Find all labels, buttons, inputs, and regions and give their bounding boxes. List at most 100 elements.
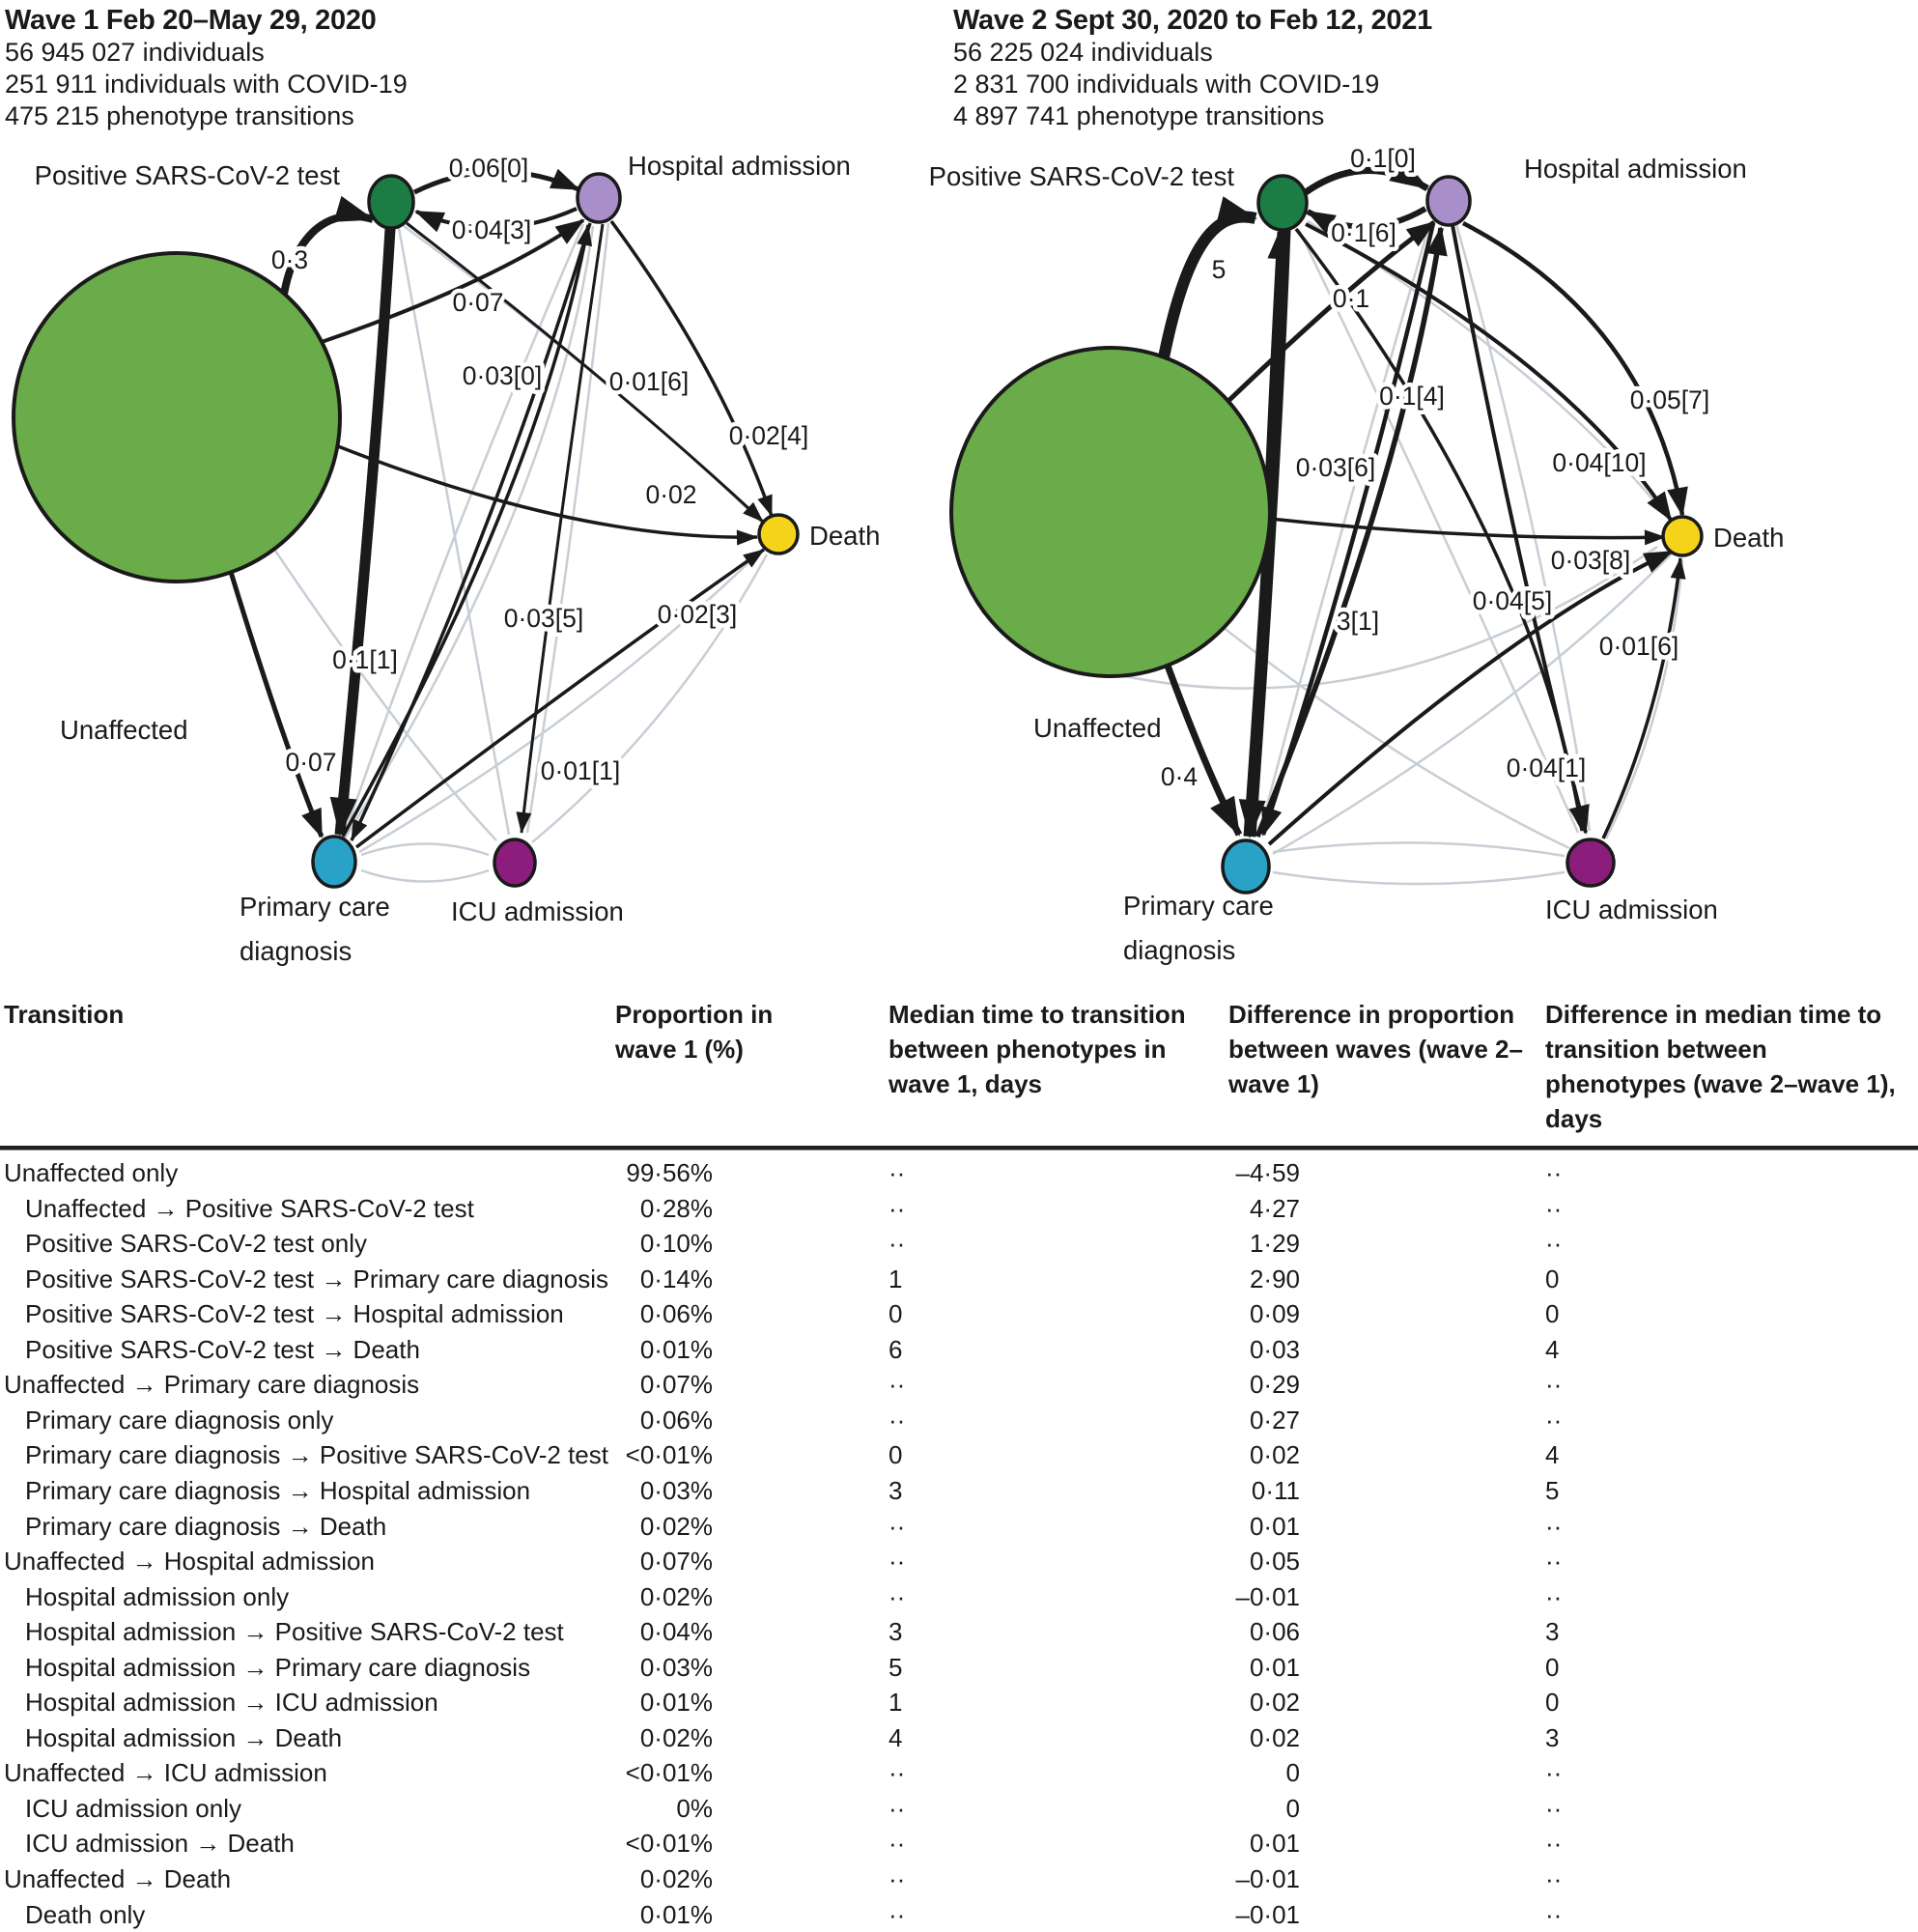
transition-edge <box>414 207 578 233</box>
node-positive-test <box>367 174 415 230</box>
edge-label: 3[1] <box>1337 607 1379 636</box>
value-proportion-wave1: 0·02% <box>639 1864 713 1893</box>
value-median-time-wave1: ·· <box>888 1829 906 1859</box>
transition-edge <box>360 868 490 883</box>
col-header-proportion-wave1: Proportion in wave 1 (%) <box>615 1000 774 1064</box>
wave1-header: Wave 1 Feb 20–May 29, 2020 56 945 027 in… <box>5 4 408 132</box>
wave1-covid-individuals: 251 911 individuals with COVID-19 <box>5 70 408 99</box>
transition-label: Hospital admission → Primary care diagno… <box>25 1652 531 1682</box>
value-diff-median-time: 0 <box>1545 1299 1560 1329</box>
edge-label: 0·03[0] <box>463 361 543 390</box>
table-row: Positive SARS-CoV-2 test only 0·10% ·· 1·29… <box>0 1226 1918 1262</box>
transition-edge <box>531 554 769 843</box>
transition-edge <box>360 842 490 857</box>
value-diff-proportion: 0·05 <box>1249 1547 1300 1577</box>
table-row: Hospital admission → Death 0·02% 4 0·02 3 <box>0 1720 1918 1756</box>
table-row: Unaffected → Death 0·02% ·· –0·01 ·· <box>0 1861 1918 1897</box>
table-row: ICU admission → Death <0·01% ·· 0·01 ·· <box>0 1826 1918 1861</box>
wave1-phenotype-transitions: 475 215 phenotype transitions <box>5 101 354 130</box>
value-diff-median-time: 3 <box>1545 1617 1560 1647</box>
value-median-time-wave1: ·· <box>888 1758 906 1788</box>
value-median-time-wave1: 6 <box>888 1334 903 1364</box>
transition-label: ICU admission only <box>25 1793 241 1823</box>
node-label-unaffected: Unaffected <box>60 715 188 745</box>
edge-label: 0·1 <box>1333 284 1369 313</box>
edge-label: 0·03[8] <box>1551 546 1631 575</box>
value-diff-proportion: 2·90 <box>1249 1264 1300 1293</box>
value-diff-median-time: 0 <box>1545 1652 1560 1682</box>
wave1-network: Unaffected Positive SARS-CoV-2 test Hospit… <box>12 150 880 966</box>
transition-edge <box>1305 222 1673 522</box>
transition-edge <box>1304 157 1429 195</box>
value-proportion-wave1: 0·02% <box>639 1511 713 1541</box>
value-median-time-wave1: 0 <box>888 1299 903 1329</box>
value-median-time-wave1: ·· <box>888 1405 906 1435</box>
value-median-time-wave1: 1 <box>888 1264 903 1293</box>
value-proportion-wave1: <0·01% <box>625 1758 713 1788</box>
transition-edge <box>1260 222 1436 837</box>
value-proportion-wave1: 0·14% <box>639 1264 713 1293</box>
node-primary-care <box>1221 838 1271 895</box>
value-diff-median-time: 0 <box>1545 1264 1560 1293</box>
edge-label: 0·1[4] <box>1379 382 1445 411</box>
transition-edge <box>412 168 580 195</box>
edge-label: 0·4 <box>1161 762 1198 791</box>
value-proportion-wave1: 0·04% <box>639 1617 713 1647</box>
transition-label: Unaffected → Death <box>4 1864 232 1893</box>
wave2-individuals: 56 225 024 individuals <box>953 38 1213 67</box>
table-row: Primary care diagnosis → Positive SARS-C… <box>0 1437 1918 1473</box>
value-diff-median-time: 4 <box>1545 1334 1560 1364</box>
transition-edge <box>1272 841 1565 858</box>
table-row: Unaffected → ICU admission <0·01% ·· 0 ·· <box>0 1755 1918 1791</box>
transition-edge <box>341 224 593 838</box>
transition-edge <box>1294 227 1587 832</box>
table-row: Death only 0·01% ·· –0·01 ·· <box>0 1897 1918 1932</box>
phenotype-transition-networks: Unaffected Positive SARS-CoV-2 test Hospit… <box>12 144 1785 966</box>
transition-label: Hospital admission → ICU admission <box>25 1688 438 1718</box>
value-proportion-wave1: 0·06% <box>639 1405 713 1435</box>
transition-label: Primary care diagnosis → Death <box>25 1511 387 1541</box>
transition-label: Death only <box>25 1899 146 1929</box>
node-label-unaffected: Unaffected <box>1033 713 1162 743</box>
transition-edge <box>321 218 585 344</box>
edge-label: 0·07 <box>452 288 503 317</box>
transition-edge <box>609 219 774 517</box>
edge-label: 0·07 <box>285 748 336 777</box>
node-label-icu-admission: ICU admission <box>451 896 624 926</box>
value-diff-median-time: 0 <box>1545 1688 1560 1718</box>
transition-edge <box>1601 557 1686 839</box>
table-row: Unaffected → Primary care diagnosis 0·07%… <box>0 1367 1918 1403</box>
transition-label: Hospital admission → Positive SARS-CoV-2… <box>25 1617 564 1647</box>
value-median-time-wave1: 0 <box>888 1440 903 1470</box>
value-median-time-wave1: 3 <box>888 1617 903 1647</box>
value-diff-proportion: 0·03 <box>1249 1334 1300 1364</box>
node-label-death: Death <box>1713 523 1784 553</box>
value-diff-proportion: 0·11 <box>1251 1475 1300 1505</box>
node-label-death: Death <box>809 521 880 551</box>
value-diff-median-time: 4 <box>1545 1440 1560 1470</box>
node-icu-admission <box>493 838 537 888</box>
value-proportion-wave1: 0·03% <box>639 1652 713 1682</box>
value-proportion-wave1: 0·07% <box>639 1547 713 1577</box>
value-diff-proportion: 0·06 <box>1249 1617 1300 1647</box>
transition-label: Unaffected → Hospital admission <box>4 1547 375 1577</box>
value-proportion-wave1: 0·07% <box>639 1370 713 1400</box>
value-proportion-wave1: 0·28% <box>639 1193 713 1223</box>
edge-label: 0·1[0] <box>1350 144 1416 173</box>
value-median-time-wave1: 4 <box>888 1722 903 1752</box>
table-row: ICU admission only 0% ·· 0 ·· <box>0 1791 1918 1827</box>
value-diff-median-time: ·· <box>1545 1793 1563 1823</box>
node-icu-admission <box>1565 838 1616 888</box>
value-diff-proportion: –0·01 <box>1235 1899 1301 1929</box>
edge-label: 0·3 <box>271 245 308 274</box>
transition-edge <box>278 195 375 308</box>
edge-label: 0·05[7] <box>1630 385 1710 414</box>
transition-edge <box>337 444 758 546</box>
edge-label: 0·01[6] <box>609 367 690 396</box>
table-row: Hospital admission → Primary care diagno… <box>0 1650 1918 1686</box>
edge-label: 0·1[6] <box>1331 218 1396 247</box>
transition-edge <box>1164 664 1243 837</box>
value-median-time-wave1: ·· <box>888 1229 906 1259</box>
transition-label: Primary care diagnosis only <box>25 1405 334 1435</box>
